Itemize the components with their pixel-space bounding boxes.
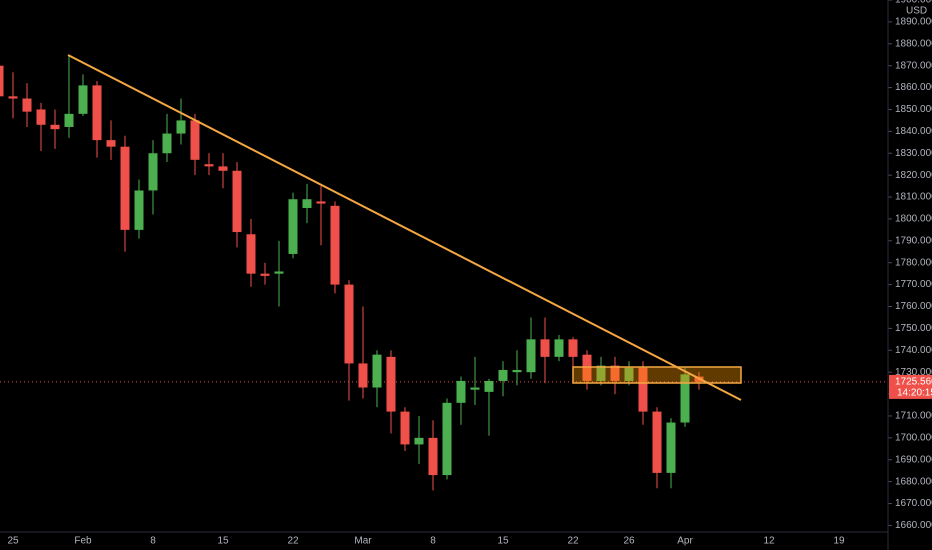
last-price-badge [889, 374, 932, 399]
y-tick-label: 1730.000 [895, 367, 932, 378]
zone-box [572, 366, 742, 384]
candle-body [400, 411, 410, 445]
candle-body [274, 271, 284, 274]
candle-body [78, 85, 88, 114]
candle-body [554, 339, 564, 357]
y-tick-label: 1760.000 [895, 301, 932, 312]
y-tick-label: 1790.000 [895, 235, 932, 246]
x-tick-label: 22 [287, 536, 299, 547]
y-tick-label: 1670.000 [895, 498, 932, 509]
y-tick-label: 1780.000 [895, 257, 932, 268]
candle-body [204, 164, 214, 167]
candle-body [232, 170, 242, 233]
y-tick-label: 1860.000 [895, 82, 932, 93]
candle-body [260, 273, 270, 276]
y-tick-label: 1900.000 [895, 0, 932, 6]
candle-body [92, 85, 102, 141]
candle-body [526, 339, 536, 373]
currency-label: USD [906, 6, 927, 17]
y-tick-label: 1880.000 [895, 38, 932, 49]
y-tick-label: 1710.000 [895, 411, 932, 422]
candle-body [470, 387, 480, 390]
grid [0, 0, 892, 526]
candle-body [148, 153, 158, 191]
candle-body [652, 411, 662, 473]
y-tick-label: 1870.000 [895, 60, 932, 71]
trend-line [67, 54, 742, 401]
candle-body [582, 354, 592, 381]
candle-body [106, 140, 116, 147]
candle-body [540, 339, 550, 357]
y-tick-label: 1850.000 [895, 104, 932, 115]
x-tick-label: Feb [74, 536, 92, 547]
x-tick-label: 15 [217, 536, 229, 547]
candle-body [120, 146, 130, 230]
candle-body [456, 380, 466, 403]
x-tick-label: 8 [430, 536, 436, 547]
candle-body [288, 199, 298, 254]
y-tick-label: 1740.000 [895, 345, 932, 356]
candle-body [680, 374, 690, 423]
candle-body [498, 369, 508, 381]
y-tick-label: 1890.000 [895, 17, 932, 28]
y-tick-label: 1750.000 [895, 323, 932, 334]
candle-body [218, 166, 228, 171]
candle-body [428, 437, 438, 476]
candle-body [610, 365, 620, 381]
x-tick-label: 19 [833, 536, 845, 547]
candle-body [568, 339, 578, 357]
candle-body [22, 98, 32, 112]
y-tick-label: 1830.000 [895, 148, 932, 159]
last-price-label: 1725.560 [895, 377, 932, 388]
candle-body [316, 201, 326, 204]
x-tick-label: 26 [623, 536, 635, 547]
candle-body [442, 402, 452, 476]
countdown-label: 14:20:15 [897, 388, 932, 399]
x-tick-label: 22 [567, 536, 579, 547]
y-tick-label: 1690.000 [895, 454, 932, 465]
candle-body [330, 205, 340, 285]
x-tick-label: 25 [7, 536, 19, 547]
candle-body [36, 109, 46, 125]
y-tick-label: 1680.000 [895, 476, 932, 487]
candle-body [134, 190, 144, 230]
candle-body [246, 234, 256, 274]
candle-body [358, 363, 368, 388]
x-tick-label: Mar [354, 536, 372, 547]
candle-body [64, 113, 74, 127]
candle-body [8, 96, 18, 99]
candle-body [372, 354, 382, 388]
x-tick-label: Apr [677, 536, 693, 547]
candle-body [624, 367, 634, 381]
y-tick-label: 1770.000 [895, 279, 932, 290]
candle-body [190, 120, 200, 160]
candle-body [414, 437, 424, 445]
y-tick-label: 1700.000 [895, 433, 932, 444]
candle-body [596, 365, 606, 381]
candles [0, 54, 704, 491]
candle-body [50, 124, 60, 130]
x-tick-label: 12 [763, 536, 775, 547]
candle-body [162, 133, 172, 154]
y-tick-label: 1820.000 [895, 170, 932, 181]
candle-body [302, 199, 312, 208]
candle-body [512, 369, 522, 373]
y-tick-label: 1800.000 [895, 214, 932, 225]
candle-body [176, 120, 186, 134]
x-tick-label: 8 [150, 536, 156, 547]
candle-body [638, 367, 648, 412]
candle-body [666, 422, 676, 473]
candle-body [386, 356, 396, 412]
x-tick-label: 15 [497, 536, 509, 547]
candle-body [0, 65, 4, 97]
candle-body [484, 380, 494, 392]
y-tick-label: 1840.000 [895, 126, 932, 137]
y-tick-label: 1810.000 [895, 192, 932, 203]
y-tick-label: 1660.000 [895, 520, 932, 531]
candle-body [344, 284, 354, 364]
